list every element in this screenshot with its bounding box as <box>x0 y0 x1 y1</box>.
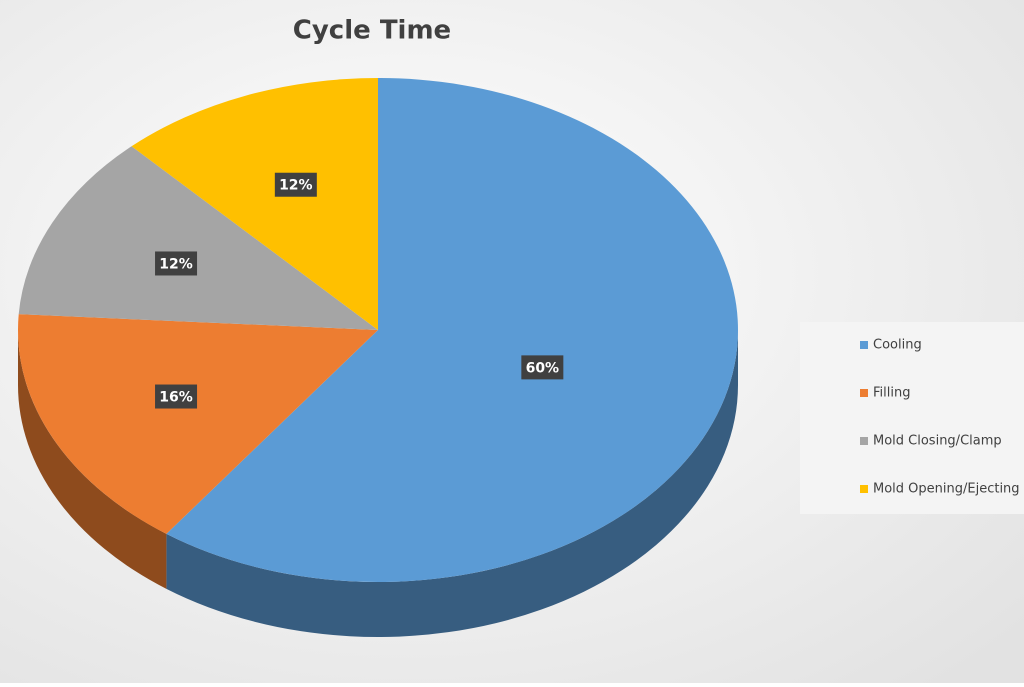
data-label: 16% <box>159 390 193 406</box>
data-label-box <box>155 251 198 276</box>
legend-box <box>800 322 1024 514</box>
slice <box>18 146 378 330</box>
data-label-box <box>521 355 564 380</box>
data-label-box <box>274 172 317 197</box>
data-label: 12% <box>159 256 193 272</box>
legend-label: Mold Closing/Clamp <box>873 434 1002 449</box>
legend-swatch <box>860 485 868 493</box>
legend-swatch <box>860 341 868 349</box>
slice <box>17 314 379 534</box>
slice-side <box>18 330 167 589</box>
legend: Cooling Filling Mold Closing/Clamp Mold Ope… <box>860 338 1020 497</box>
legend-label: Mold Opening/Ejecting <box>873 482 1020 497</box>
chart-title: Cycle Time <box>293 16 451 46</box>
data-label: 60% <box>526 360 560 376</box>
pie: 60% 16% 12% 12% <box>17 78 738 637</box>
legend-label: Cooling <box>873 338 922 353</box>
legend-swatch <box>860 437 868 445</box>
legend-label: Filling <box>873 386 910 401</box>
slice <box>166 78 738 582</box>
data-label: 12% <box>279 178 313 194</box>
slice-side <box>166 330 738 637</box>
legend-swatch <box>860 389 868 397</box>
slice <box>131 78 378 330</box>
data-label-box <box>155 384 198 409</box>
